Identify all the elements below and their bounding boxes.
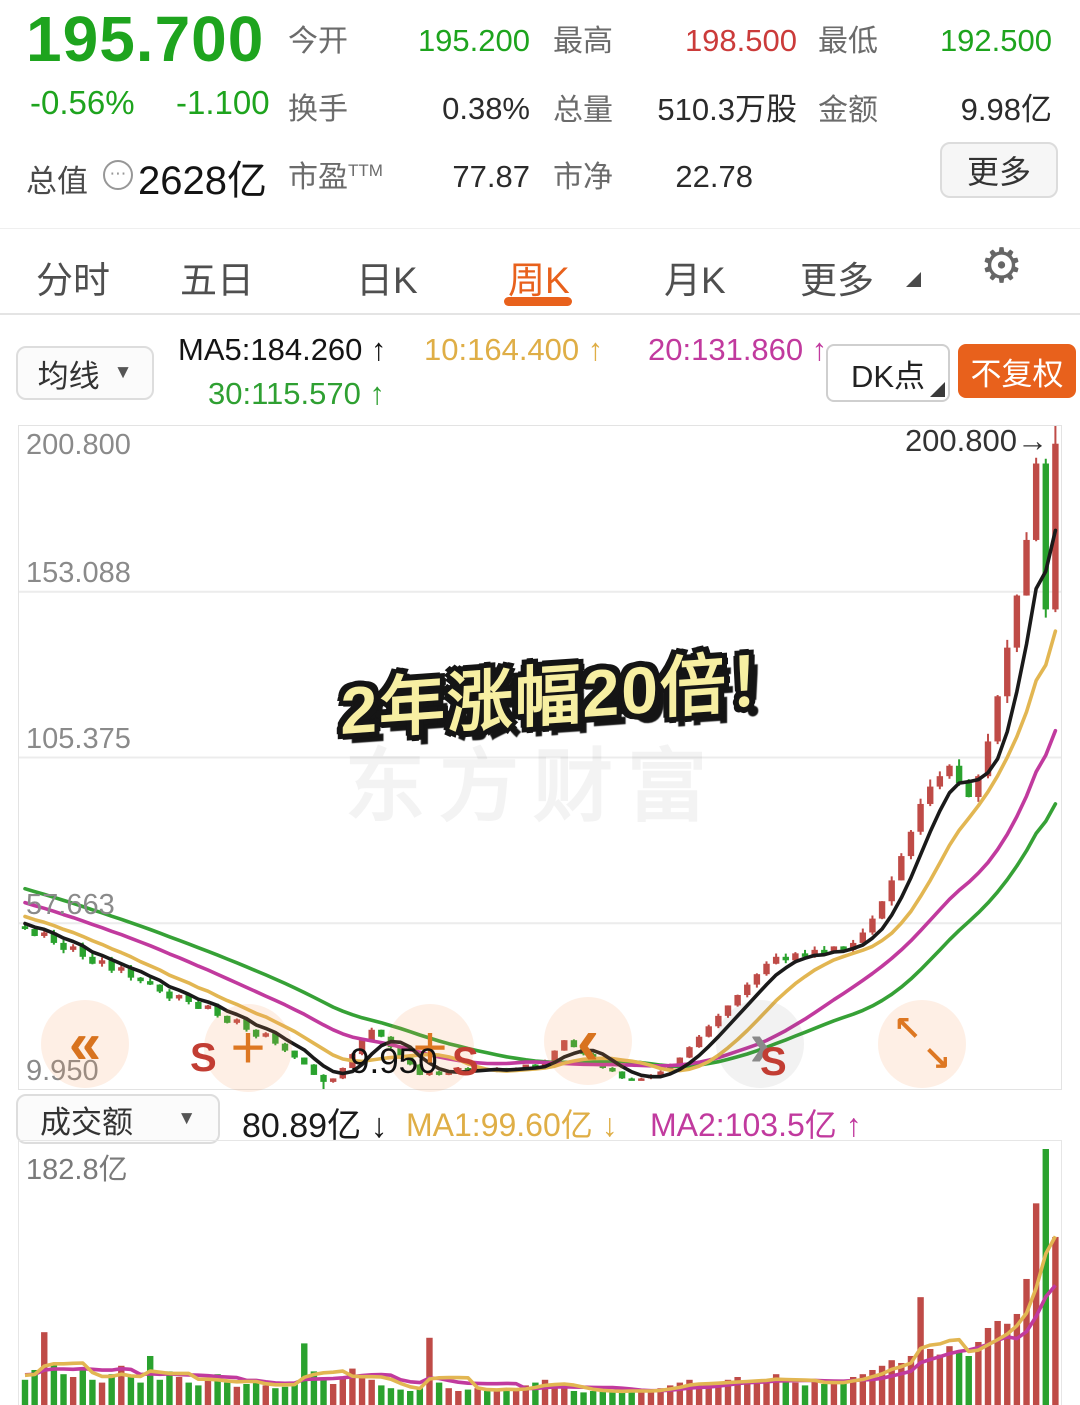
tab-weekly-k[interactable]: 周K <box>508 260 570 301</box>
arrow-down-right-icon: ↘ <box>922 1040 952 1078</box>
volume-current-value: 80.89亿 ↓ <box>242 1107 388 1145</box>
change-absolute: -1.100 <box>176 84 270 121</box>
stat-open: 今开 195.200 <box>288 16 530 62</box>
stat-high-label: 最高 <box>553 25 613 58</box>
volume-ma2-legend: MA2:103.5亿 ↑ <box>650 1107 862 1143</box>
annotation-arrow-icon: → <box>1017 423 1048 458</box>
ma-selector-label: 均线 <box>37 358 100 394</box>
broker-watermark: 东方财富 <box>345 742 721 831</box>
double-chevron-left-icon: « <box>68 1011 102 1076</box>
stat-open-value: 195.200 <box>417 23 530 58</box>
stat-pb-label: 市净 <box>553 161 613 194</box>
sell-marker-1: S <box>190 1036 217 1080</box>
overlay-plus-button-1[interactable]: + <box>204 1004 292 1092</box>
ma-selector-button[interactable]: 均线 ▼ <box>16 346 154 400</box>
price-tick-4: 57.663 <box>26 889 115 921</box>
ma10-direction-arrow: ↑ <box>587 332 604 367</box>
tab-daily-k[interactable]: 日K <box>356 260 418 301</box>
stat-volume-label: 总量 <box>553 94 613 127</box>
volume-axis-max: 182.8亿 <box>26 1154 128 1186</box>
stat-low-value: 192.500 <box>939 23 1052 58</box>
more-button[interactable]: 更多 <box>940 142 1058 198</box>
sell-marker-2: S <box>452 1040 479 1084</box>
stat-low-label: 最低 <box>818 25 878 58</box>
fullscreen-button[interactable]: ↖ ↘ <box>878 1000 966 1088</box>
stat-pe-value: 77.87 <box>452 159 530 194</box>
ma30-direction-arrow: ↑ <box>369 376 385 411</box>
price-tick-1: 200.800 <box>26 429 131 461</box>
price-chart-pane[interactable] <box>18 425 1062 1090</box>
pan-right-button[interactable]: › <box>716 1000 804 1088</box>
price-tick-5: 9.950 <box>26 1055 99 1087</box>
chevron-left-icon: ‹ <box>576 1003 600 1079</box>
volume-indicator-selector[interactable]: 成交额 ▼ <box>16 1094 220 1144</box>
stat-turnover: 换手 0.38% <box>288 84 530 130</box>
stat-amount-label: 金额 <box>818 94 878 127</box>
plus-icon: + <box>230 1014 266 1081</box>
stat-turnover-value: 0.38% <box>442 91 530 126</box>
gear-icon[interactable]: ⚙ <box>980 240 1024 293</box>
volume-direction-arrow: ↓ <box>370 1107 388 1145</box>
stat-volume: 总量 510.3万股 <box>553 84 797 130</box>
stat-pb-value: 22.78 <box>675 159 753 194</box>
ma10-legend: 10:164.400 ↑ <box>424 332 604 367</box>
chevron-right-icon: › <box>749 1008 771 1080</box>
dropdown-caret-icon: ▼ <box>177 1108 196 1129</box>
ma30-legend: 30:115.570 ↑ <box>208 376 385 411</box>
stat-pb: 市净 22.78 <box>553 152 753 198</box>
jump-to-start-button[interactable]: « <box>41 1000 129 1088</box>
ma5-legend: MA5:184.260 ↑ <box>178 332 387 367</box>
pe-ttm-sup: TTM <box>348 161 383 180</box>
volume-chart-pane[interactable] <box>18 1140 1062 1405</box>
market-cap-value: 2628亿 <box>138 159 267 203</box>
current-price: 195.700 <box>26 3 265 75</box>
sell-marker-3: S <box>760 1040 787 1084</box>
stat-amount-value: 9.98亿 <box>960 92 1052 127</box>
dk-point-button[interactable]: DK点 <box>826 344 950 402</box>
low-price-annotation: 9.950 <box>350 1042 438 1081</box>
stat-turnover-label: 换手 <box>288 93 348 126</box>
overlay-plus-button-2[interactable]: + <box>386 1004 474 1092</box>
adjust-mode-button[interactable]: 不复权 <box>958 344 1076 398</box>
stat-open-label: 今开 <box>288 25 348 58</box>
plus-icon: + <box>412 1014 448 1081</box>
arrow-up-left-icon: ↖ <box>893 1010 922 1048</box>
stat-low: 最低 192.500 <box>818 16 1052 62</box>
ma5-direction-arrow: ↑ <box>371 332 387 367</box>
change-percent: -0.56% <box>30 84 135 121</box>
info-icon[interactable]: ⋯ <box>103 160 133 190</box>
price-tick-3: 105.375 <box>26 723 131 755</box>
market-cap-label: 总值 <box>26 164 88 199</box>
tab-more-corner-icon <box>906 272 921 287</box>
dropdown-caret-icon: ▼ <box>113 362 133 383</box>
high-price-annotation: 200.800→ <box>904 423 1048 458</box>
tab-monthly-k[interactable]: 月K <box>664 260 726 301</box>
stat-amount: 金额 9.98亿 <box>818 84 1052 130</box>
volume-selector-label: 成交额 <box>40 1104 133 1140</box>
stat-pe: 市盈TTM 77.87 <box>288 152 530 198</box>
stat-volume-value: 510.3万股 <box>657 92 797 127</box>
volume-chart <box>21 1149 1059 1405</box>
dk-corner-icon <box>930 382 945 397</box>
active-tab-underline <box>504 297 572 306</box>
volume-ma2-arrow: ↑ <box>845 1107 862 1143</box>
stat-pe-label: 市盈TTM <box>288 161 383 194</box>
pan-left-button[interactable]: ‹ <box>544 997 632 1085</box>
volume-ma1-legend: MA1:99.60亿 ↓ <box>406 1107 618 1143</box>
price-tick-2: 153.088 <box>26 557 131 589</box>
ellipsis-glyph: ⋯ <box>109 164 127 183</box>
ma20-direction-arrow: ↑ <box>811 332 828 367</box>
stat-high: 最高 198.500 <box>553 16 797 62</box>
candlestick-chart <box>19 426 1061 1089</box>
tab-minute[interactable]: 分时 <box>36 260 110 301</box>
ma20-legend: 20:131.860 ↑ <box>648 332 828 367</box>
tab-more[interactable]: 更多 <box>800 260 874 301</box>
stat-high-value: 198.500 <box>684 23 797 58</box>
volume-ma1-arrow: ↓ <box>601 1107 618 1143</box>
tab-five-day[interactable]: 五日 <box>180 260 254 301</box>
